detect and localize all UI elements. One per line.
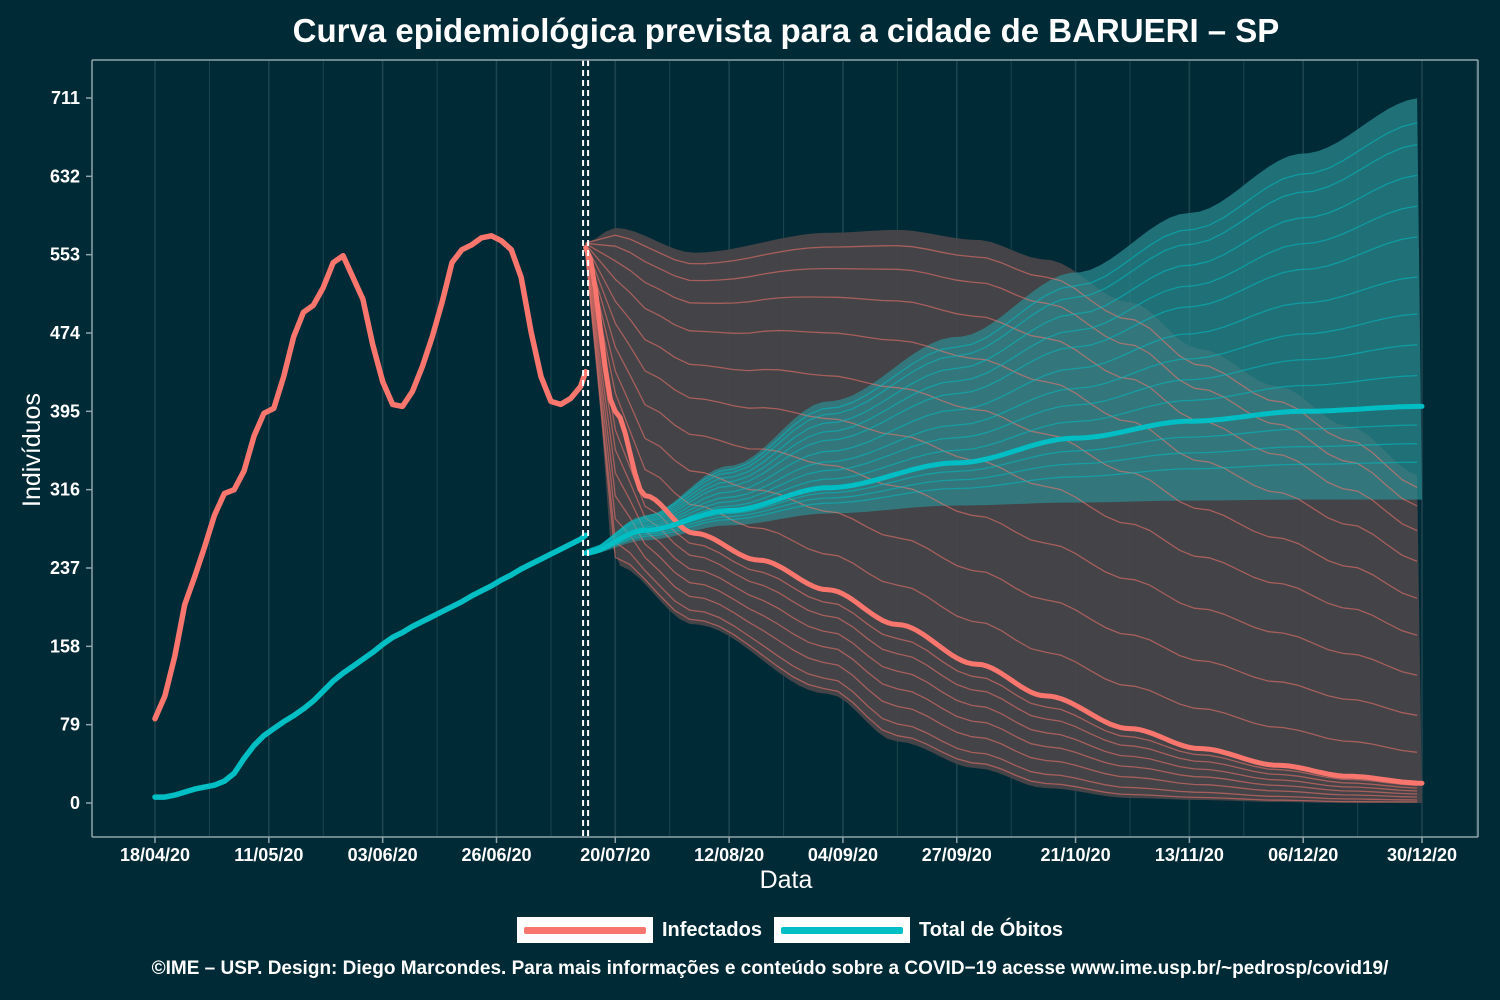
legend-label-obitos: Total de Óbitos [918, 918, 1064, 941]
y-tick-label: 158 [50, 636, 80, 656]
sim-line-obitos [585, 122, 1418, 552]
legend-key-infectados [516, 917, 653, 943]
sim-line-obitos [585, 461, 1418, 555]
y-tick-label: 711 [51, 88, 80, 108]
x-tick-label: 03/06/20 [348, 845, 418, 865]
sim-line-obitos [585, 276, 1418, 553]
series-lines [152, 60, 1425, 837]
legend-item-infectados: Infectados [516, 917, 762, 943]
y-tick-label: 395 [50, 401, 80, 421]
sim-line-obitos [585, 443, 1418, 555]
chart-title: Curva epidemiológica prevista para a cid… [292, 12, 1280, 49]
y-tick-label: 553 [50, 245, 80, 265]
y-tick-label: 237 [50, 558, 80, 578]
sim-line-obitos [585, 374, 1418, 554]
line-observed-obitos [152, 532, 589, 800]
sim-line-infectados [584, 249, 1418, 792]
x-tick-label: 12/08/20 [694, 845, 764, 865]
x-tick-label: 11/05/20 [234, 845, 303, 865]
sim-line-infectados [585, 244, 1418, 599]
y-tick-label: 474 [50, 323, 80, 343]
sim-line-infectados [584, 248, 1418, 787]
x-tick-label: 04/09/20 [808, 845, 878, 865]
line-forecast-obitos [583, 403, 1425, 556]
tick-labels: 0 79 158 237 316 395 474 553 632 711 18/04/20 11/05… [50, 88, 1457, 865]
sim-line-infectados [584, 245, 1418, 676]
sim-line-infectados [584, 250, 1418, 795]
x-tick-label: 26/06/20 [461, 845, 531, 865]
x-tick-label: 27/09/20 [922, 845, 992, 865]
sim-line-infectados [584, 246, 1418, 716]
x-tick-label: 18/04/20 [120, 845, 190, 865]
x-tick-label: 20/07/20 [580, 845, 650, 865]
sim-line-obitos [585, 205, 1418, 552]
sim-line-infectados [584, 251, 1418, 798]
forecast-bands [585, 98, 1422, 803]
sim-line-obitos [585, 313, 1418, 553]
legend: Infectados Total de Óbitos [0, 917, 1500, 943]
footer-credit: ©IME – USP. Design: Diego Marcondes. Par… [151, 958, 1389, 979]
sim-line-infectados [585, 242, 1418, 507]
sim-line-obitos [585, 344, 1418, 554]
y-axis-title: Indivíduos [18, 393, 46, 507]
sim-line-infectados [585, 234, 1418, 489]
sim-line-infectados [584, 251, 1418, 801]
y-tick-label: 79 [60, 715, 80, 735]
x-axis-title: Data [760, 866, 813, 894]
x-tick-label: 21/10/20 [1041, 845, 1111, 865]
sim-line-infectados [584, 247, 1418, 753]
line-observed-infectados [152, 233, 589, 722]
sim-line-infectados [584, 252, 1418, 803]
y-tick-label: 0 [70, 793, 80, 813]
line-forecast-infectados [583, 245, 1425, 786]
sim-line-obitos [585, 143, 1418, 552]
x-tick-label: 30/12/20 [1387, 845, 1457, 865]
forecast-simulations [584, 122, 1418, 803]
y-tick-label: 632 [50, 166, 80, 186]
x-tick-label: 06/12/20 [1268, 845, 1338, 865]
legend-key-obitos [773, 917, 910, 943]
legend-label-infectados: Infectados [661, 918, 762, 941]
axes [86, 59, 1479, 843]
sim-line-obitos [585, 174, 1418, 552]
sim-line-obitos [585, 424, 1418, 555]
y-tick-label: 316 [50, 480, 80, 500]
sim-line-obitos [585, 236, 1418, 553]
sim-line-infectados [585, 243, 1418, 532]
sim-line-infectados [584, 248, 1418, 789]
x-tick-label: 13/11/20 [1155, 845, 1224, 865]
sim-line-infectados [584, 245, 1418, 636]
legend-item-obitos: Total de Óbitos [773, 917, 1064, 943]
